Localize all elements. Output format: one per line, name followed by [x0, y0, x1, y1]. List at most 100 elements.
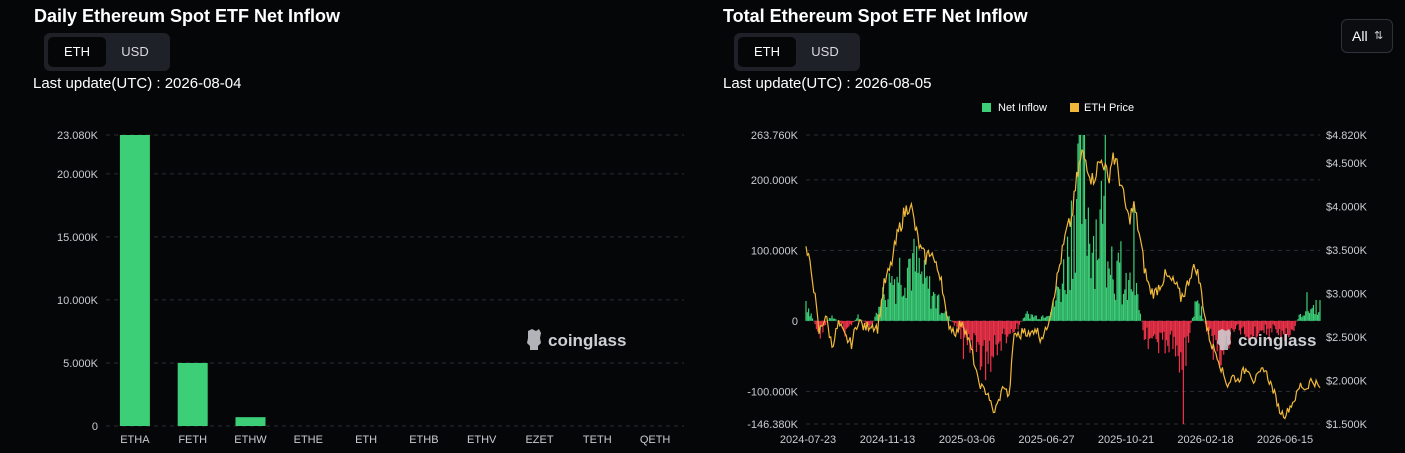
- right-y-tick-label: $4.500K: [1326, 158, 1368, 170]
- net-inflow-bar: [1043, 317, 1045, 321]
- net-inflow-bar: [1308, 313, 1311, 321]
- net-inflow-bar: [1269, 320, 1272, 329]
- total-eth-toggle-button[interactable]: ETH: [738, 37, 796, 67]
- net-inflow-bar: [939, 314, 941, 321]
- net-inflow-bar: [1126, 299, 1129, 321]
- net-inflow-bar: [1066, 236, 1069, 321]
- left-y-tick-label: -100.000K: [747, 386, 798, 398]
- net-inflow-bar: [1139, 313, 1142, 321]
- net-inflow-bar: [1081, 223, 1083, 321]
- net-inflow-bar: [1099, 209, 1101, 321]
- net-inflow-bar: [1024, 317, 1026, 321]
- net-inflow-bar: [863, 320, 866, 322]
- net-inflow-bar: [818, 320, 820, 329]
- net-inflow-bar: [1193, 316, 1195, 321]
- net-inflow-bar: [1315, 299, 1317, 321]
- net-inflow-bar: [1085, 219, 1087, 321]
- net-inflow-bar: [1113, 293, 1115, 321]
- net-inflow-bar: [942, 313, 944, 321]
- net-inflow-bar: [822, 320, 824, 333]
- left-y-tick-label: 100.000K: [751, 245, 799, 257]
- net-inflow-bar: [944, 311, 946, 321]
- net-inflow-bar: [1247, 320, 1250, 341]
- net-inflow-bar: [1122, 293, 1125, 321]
- net-inflow-bar: [889, 282, 892, 321]
- net-inflow-bar: [1200, 306, 1203, 321]
- daily-chart-title: Daily Ethereum Spot ETF Net Inflow: [34, 6, 341, 26]
- total-usd-toggle-button[interactable]: USD: [811, 44, 839, 59]
- net-inflow-bar: [832, 318, 834, 321]
- net-inflow-bar: [865, 320, 867, 324]
- daily-watermark-group: coinglass: [527, 329, 626, 350]
- net-inflow-bar: [1254, 320, 1256, 327]
- net-inflow-bar: [1208, 320, 1210, 331]
- net-inflow-bar: [964, 320, 966, 338]
- net-inflow-bar: [888, 273, 890, 321]
- net-inflow-bar: [1178, 320, 1181, 373]
- net-inflow-bar: [867, 320, 870, 326]
- range-select[interactable]: All ⇅: [1341, 19, 1393, 53]
- net-inflow-bar: [1016, 320, 1018, 324]
- net-inflow-bar: [916, 246, 918, 321]
- net-inflow-bar: [1318, 312, 1320, 321]
- net-inflow-bar: [887, 299, 889, 321]
- net-inflow-bar: [1182, 320, 1184, 424]
- net-inflow-bar: [921, 271, 923, 321]
- y-tick-label: 15.000K: [57, 232, 99, 244]
- net-inflow-bar: [1276, 320, 1278, 334]
- net-inflow-bar: [979, 320, 981, 371]
- net-inflow-bar: [943, 313, 945, 321]
- net-inflow-bar: [1047, 316, 1049, 321]
- net-inflow-bar: [936, 295, 939, 321]
- net-inflow-bar: [1137, 294, 1139, 321]
- x-tick-label: EZET: [525, 434, 553, 446]
- net-inflow-bar: [1021, 320, 1023, 322]
- y-tick-label: 23.080K: [57, 130, 99, 142]
- net-inflow-bar: [970, 320, 972, 341]
- net-inflow-bar: [1073, 215, 1075, 321]
- net-inflow-bar: [893, 279, 896, 321]
- net-inflow-bar: [1279, 320, 1281, 329]
- net-inflow-bar: [1150, 320, 1152, 338]
- net-inflow-bar: [1107, 261, 1109, 321]
- net-inflow-bar: [1187, 320, 1190, 343]
- net-inflow-bar: [1217, 320, 1220, 339]
- net-inflow-bar: [1161, 320, 1164, 340]
- net-inflow-bar: [1190, 320, 1192, 323]
- net-inflow-bar: [960, 320, 962, 340]
- daily-bar-chart: 0 5.000K 10.000K 15.000K 20.000K 23.080K ETHA F…: [57, 130, 684, 446]
- net-inflow-bar: [862, 320, 864, 322]
- net-inflow-bar: [1268, 320, 1270, 341]
- net-inflow-bar: [1299, 313, 1302, 321]
- net-inflow-bar: [1158, 320, 1160, 354]
- net-inflow-bar: [1203, 320, 1205, 322]
- net-inflow-bar: [817, 320, 819, 332]
- net-inflow-bar: [1059, 289, 1061, 321]
- net-inflow-bar: [1305, 311, 1307, 321]
- net-inflow-bar: [1116, 260, 1118, 321]
- net-inflow-bar: [895, 303, 897, 321]
- net-inflow-bar: [1077, 143, 1079, 321]
- daily-inflow-panel: Daily Ethereum Spot ETF Net Inflow ETH U…: [0, 0, 700, 453]
- net-inflow-bar: [1108, 268, 1110, 321]
- x-tick-label: ETH: [355, 434, 377, 446]
- daily-eth-toggle-button[interactable]: ETH: [48, 37, 106, 67]
- net-inflow-bar: [1236, 320, 1238, 326]
- daily-usd-toggle-button[interactable]: USD: [121, 44, 149, 59]
- legend-eth-price-label: ETH Price: [1084, 102, 1134, 114]
- net-inflow-bar: [1145, 320, 1147, 340]
- net-inflow-bar: [1018, 320, 1021, 325]
- net-inflow-bar: [1090, 278, 1092, 321]
- net-inflow-bar: [910, 290, 913, 321]
- net-inflow-bar: [1246, 320, 1248, 337]
- net-inflow-bar: [835, 319, 837, 321]
- net-inflow-bar: [875, 312, 877, 321]
- net-inflow-bar: [1003, 320, 1005, 329]
- net-inflow-bar: [1241, 320, 1243, 329]
- daily-watermark-logo-icon: [527, 329, 541, 350]
- net-inflow-bar: [873, 320, 875, 322]
- net-inflow-bar: [1171, 320, 1173, 331]
- right-y-tick-label: $2.000K: [1326, 375, 1368, 387]
- net-inflow-bar: [1069, 290, 1071, 321]
- net-inflow-bar: [1146, 320, 1148, 328]
